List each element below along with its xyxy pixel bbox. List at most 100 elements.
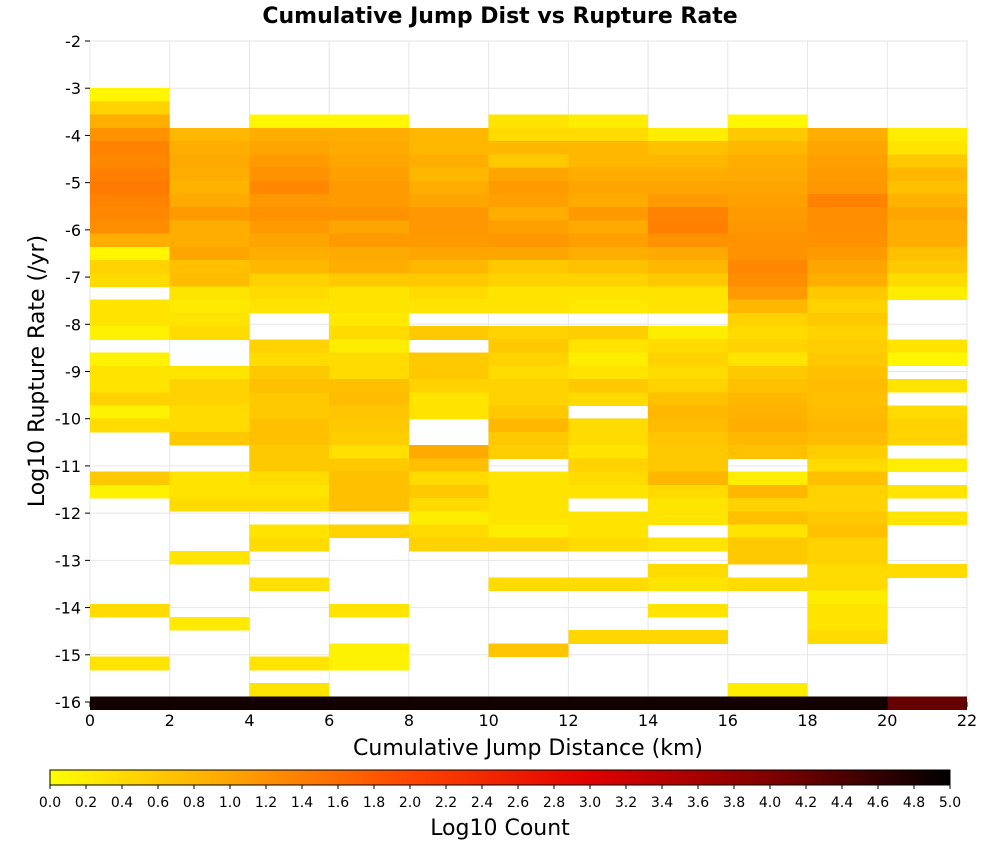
heatmap-cell [887, 405, 967, 420]
colorbar-tick-label: 0.0 [39, 795, 61, 811]
heatmap-cell [887, 286, 967, 301]
heatmap-cell [329, 326, 409, 340]
heatmap-cell [887, 180, 967, 195]
heatmap-cells [90, 88, 967, 710]
heatmap-cell [169, 299, 250, 314]
heatmap-cell [648, 603, 728, 618]
heatmap-cell [648, 299, 728, 314]
heatmap-cell [329, 379, 409, 393]
x-tick-label: 2 [165, 711, 175, 730]
heatmap-cell [727, 233, 808, 248]
heatmap-cell [408, 286, 489, 301]
heatmap-cell [249, 167, 330, 182]
heatmap-cell [408, 537, 489, 552]
x-axis-title: Cumulative Jump Distance (km) [353, 736, 703, 761]
heatmap-cell [488, 141, 569, 155]
heatmap-cell [887, 273, 967, 287]
heatmap-cell [408, 352, 489, 367]
heatmap-cell [488, 273, 569, 287]
heatmap-cell [807, 339, 888, 354]
heatmap-cell [568, 326, 649, 340]
heatmap-cell [408, 379, 489, 393]
heatmap-cell [169, 379, 250, 393]
heatmap-cell [169, 550, 250, 565]
heatmap-cell [727, 114, 808, 129]
heatmap-cell [727, 577, 808, 591]
heatmap-cell [648, 220, 728, 235]
heatmap-cell [408, 233, 489, 248]
heatmap-cell [169, 220, 250, 235]
heatmap-cell [249, 220, 330, 235]
heatmap-cell [727, 550, 808, 565]
heatmap-cell [727, 418, 808, 433]
heatmap-cell [807, 193, 888, 208]
heatmap-cell [648, 339, 728, 354]
heatmap-cell [488, 696, 569, 710]
heatmap-cell [329, 405, 409, 420]
heatmap-cell [648, 141, 728, 155]
heatmap-cell [727, 392, 808, 406]
heatmap-cell [648, 577, 728, 591]
heatmap-cell [727, 193, 808, 208]
colorbar-tick-label: 1.6 [327, 795, 349, 811]
heatmap-cell [727, 471, 808, 486]
heatmap-cell [249, 246, 330, 261]
heatmap-cell [90, 180, 170, 195]
heatmap-cell [807, 299, 888, 314]
heatmap-cell [329, 696, 409, 710]
heatmap-cell [648, 484, 728, 499]
heatmap-cell [807, 564, 888, 578]
heatmap-cell [568, 193, 649, 208]
y-axis-ticks: -2 -3 -4 -5 -6 -7 -8 -9 -10 -11 -12 -13 -14 -15 -16 [55, 32, 90, 712]
heatmap-cell [169, 696, 250, 710]
heatmap-cell [807, 167, 888, 182]
heatmap-cell [249, 260, 330, 274]
heatmap-cell [249, 696, 330, 710]
heatmap-cell [807, 286, 888, 301]
heatmap-cell [727, 445, 808, 459]
heatmap-cell [568, 431, 649, 446]
heatmap-cell [90, 101, 170, 116]
heatmap-cell [488, 524, 569, 539]
heatmap-cell [329, 498, 409, 512]
heatmap-cell [329, 193, 409, 208]
heatmap-cell [329, 471, 409, 486]
heatmap-cell [727, 167, 808, 182]
heatmap-cell [727, 524, 808, 539]
heatmap-cell [169, 207, 250, 221]
heatmap-cell [249, 193, 330, 208]
heatmap-cell [648, 471, 728, 486]
heatmap-cell [648, 352, 728, 367]
heatmap-cell [408, 299, 489, 314]
heatmap-cell [807, 445, 888, 459]
heatmap-cell [90, 88, 170, 102]
heatmap-cell [408, 511, 489, 525]
heatmap-cell [648, 260, 728, 274]
heatmap-cell [568, 392, 649, 406]
heatmap-cell [90, 260, 170, 274]
heatmap-cell [329, 246, 409, 261]
heatmap-cell [727, 326, 808, 340]
heatmap-cell [488, 365, 569, 380]
heatmap-cell [648, 326, 728, 340]
heatmap-cell [408, 220, 489, 235]
heatmap-cell [488, 392, 569, 406]
heatmap-cell [329, 141, 409, 155]
heatmap-cell [169, 233, 250, 248]
heatmap-cell [249, 339, 330, 354]
heatmap-cell [169, 141, 250, 155]
heatmap-cell [648, 233, 728, 248]
heatmap-cell [488, 154, 569, 168]
x-tick-label: 12 [558, 711, 578, 730]
heatmap-cell [488, 339, 569, 354]
colorbar-tick-label: 3.0 [579, 795, 601, 811]
heatmap-cell [249, 379, 330, 393]
heatmap-cell [90, 484, 170, 499]
colorbar-tick-label: 4.2 [795, 795, 817, 811]
heatmap-cell [887, 484, 967, 499]
heatmap-cell [329, 418, 409, 433]
x-axis-ticks: 0 2 4 6 8 10 12 14 16 18 20 22 [85, 702, 977, 730]
colorbar-tick-label: 0.4 [111, 795, 133, 811]
heatmap-cell [488, 326, 569, 340]
heatmap-cell [488, 484, 569, 499]
